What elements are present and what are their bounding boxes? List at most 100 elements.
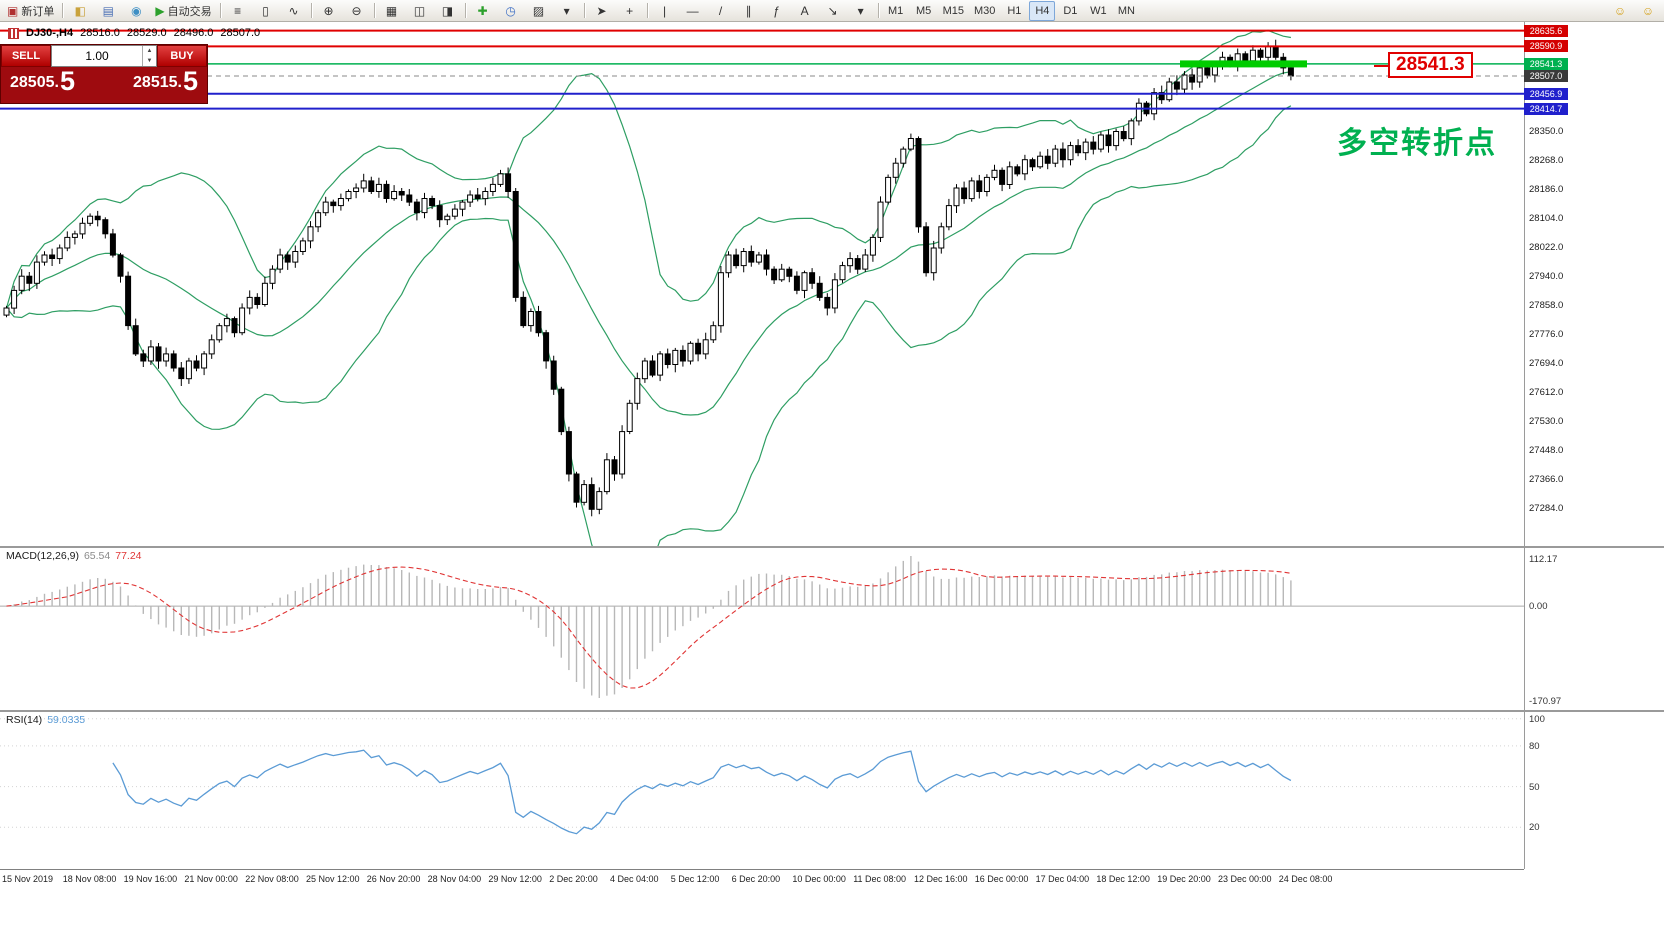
periods-icon[interactable]: ◷ bbox=[498, 1, 524, 21]
macd-chart bbox=[0, 556, 1524, 698]
arrows-icon[interactable]: ↘ bbox=[820, 1, 846, 21]
tf-h1-button[interactable]: H1 bbox=[1001, 1, 1027, 21]
toolbar-separator bbox=[464, 3, 466, 18]
high-value: 28529.0 bbox=[126, 27, 167, 39]
fibonacci-icon[interactable]: ƒ bbox=[764, 1, 790, 21]
candlestick-chart bbox=[0, 29, 1524, 546]
scale-label: 28104.0 bbox=[1529, 213, 1564, 225]
arrange-windows-icon[interactable]: ◨ bbox=[435, 1, 461, 21]
tf-m30-button-label: M30 bbox=[973, 4, 996, 17]
indicators-icon[interactable]: ✚ bbox=[470, 1, 496, 21]
volume-down-icon[interactable]: ▼ bbox=[146, 58, 153, 64]
tf-w1-button[interactable]: W1 bbox=[1085, 1, 1111, 21]
scale-label: 27366.0 bbox=[1529, 473, 1564, 485]
candle-chart-icon[interactable]: ▯ bbox=[253, 1, 279, 21]
vertical-line-icon[interactable]: | bbox=[652, 1, 678, 21]
new-order-button[interactable]: ▣ 新订单 bbox=[3, 1, 58, 21]
time-axis-label: 23 Dec 00:00 bbox=[1218, 874, 1272, 884]
rsi-scale-label: 50 bbox=[1529, 781, 1540, 793]
rsi-chart bbox=[0, 718, 1524, 835]
candle-chart-icon-glyph: ▯ bbox=[262, 3, 269, 18]
cursor-icon[interactable]: ➤ bbox=[589, 1, 615, 21]
tf-d1-button[interactable]: D1 bbox=[1057, 1, 1083, 21]
scale-label: 27530.0 bbox=[1529, 416, 1564, 427]
tf-mn-button-label: MN bbox=[1117, 4, 1135, 17]
tf-mn-button[interactable]: MN bbox=[1113, 1, 1139, 21]
new-order-glyph: ▣ bbox=[7, 3, 19, 18]
sell-button[interactable]: SELL bbox=[1, 45, 51, 67]
panel-divider[interactable] bbox=[0, 710, 1664, 712]
tile-windows-icon[interactable]: ▦ bbox=[379, 1, 405, 21]
time-axis-label: 18 Dec 12:00 bbox=[1096, 874, 1150, 884]
scale-label: 27776.0 bbox=[1529, 329, 1564, 341]
periods-icon-glyph: ◷ bbox=[505, 3, 516, 18]
text-icon[interactable]: A bbox=[792, 1, 818, 21]
macd-scale-label: -170.97 bbox=[1529, 696, 1562, 707]
tf-m5-button[interactable]: M5 bbox=[911, 1, 937, 21]
price-annotation-label[interactable]: 28541.3 bbox=[1374, 52, 1473, 78]
low-value: 28496.0 bbox=[173, 27, 214, 39]
refresh-icon[interactable]: ◉ bbox=[123, 1, 149, 21]
trendline-icon[interactable]: / bbox=[708, 1, 734, 21]
tf-h4-button[interactable]: H4 bbox=[1029, 0, 1056, 21]
time-axis-label: 19 Dec 20:00 bbox=[1157, 874, 1211, 884]
volume-up-icon[interactable]: ▲ bbox=[146, 48, 153, 54]
templates-icon[interactable]: ▨ bbox=[526, 1, 552, 21]
price-tag: 28507.0 bbox=[1524, 70, 1568, 83]
horizontal-line-icon[interactable]: — bbox=[680, 1, 706, 21]
main-chart-canvas[interactable] bbox=[0, 22, 1524, 546]
community-icon[interactable]: ☺ bbox=[1607, 1, 1633, 21]
scale-label: 27284.0 bbox=[1529, 502, 1564, 514]
templates-dropdown-icon-glyph: ▾ bbox=[563, 3, 570, 18]
time-axis[interactable]: 15 Nov 2019 18 Nov 08:00 19 Nov 16:00 21 No… bbox=[0, 869, 1524, 892]
time-axis-label: 19 Nov 16:00 bbox=[123, 874, 178, 884]
bollinger-lower-band bbox=[6, 105, 1292, 546]
tf-h4-button-label: H4 bbox=[1035, 4, 1050, 17]
tf-m15-button-label: M15 bbox=[942, 4, 964, 17]
turning-point-annotation[interactable]: 多空转折点 bbox=[1337, 127, 1497, 160]
line-chart-icon[interactable]: ∿ bbox=[281, 1, 307, 21]
tf-m30-button[interactable]: M30 bbox=[970, 1, 999, 21]
candles bbox=[3, 39, 1294, 517]
sell-price[interactable]: 28505. 5 bbox=[10, 68, 75, 95]
bollinger-upper-band bbox=[5, 29, 1292, 309]
zoom-out-icon[interactable]: ⊖ bbox=[344, 1, 370, 21]
volume-input[interactable] bbox=[52, 46, 142, 66]
community-search-icon[interactable]: ☺ bbox=[1635, 1, 1661, 21]
community-search-icon-glyph: ☺ bbox=[1641, 3, 1655, 18]
time-axis-label: 21 Nov 00:00 bbox=[184, 874, 238, 884]
tf-m15-button[interactable]: M15 bbox=[939, 1, 968, 21]
resistance-highlight[interactable] bbox=[1180, 60, 1307, 68]
tf-m1-button[interactable]: M1 bbox=[883, 1, 909, 21]
shapes-dropdown-icon[interactable]: ▾ bbox=[848, 1, 874, 21]
templates-dropdown-icon[interactable]: ▾ bbox=[554, 1, 580, 21]
time-axis-label: 15 Nov 2019 bbox=[2, 874, 54, 884]
chart-window-icon[interactable]: ◧ bbox=[67, 1, 93, 21]
toolbar-separator bbox=[62, 3, 64, 18]
community-icon-glyph: ☺ bbox=[1613, 3, 1627, 18]
rsi-panel[interactable]: RSI(14) 59.0335 bbox=[0, 712, 1524, 868]
profile-icon[interactable]: ▤ bbox=[95, 1, 121, 21]
buy-button[interactable]: BUY bbox=[157, 45, 207, 67]
price-scale[interactable]: 28350.0 28268.0 28186.0 28104.0 28022.0 27940… bbox=[1524, 22, 1664, 869]
cascade-windows-icon[interactable]: ◫ bbox=[407, 1, 433, 21]
macd-panel[interactable]: MACD(12,26,9) 65.54 77.24 bbox=[0, 548, 1524, 710]
bar-chart-icon[interactable]: ≡ bbox=[225, 1, 251, 21]
volume-spinner: ▲ ▼ bbox=[142, 46, 156, 66]
price-scale-separator bbox=[1524, 22, 1525, 869]
chart-icon bbox=[8, 27, 19, 39]
buy-price[interactable]: 28515. 5 bbox=[133, 68, 198, 95]
sell-price-main: 28505. bbox=[10, 74, 59, 91]
chart-ohlc-header: DJ30-,H4 28516.0 28529.0 28496.0 28507.0 bbox=[8, 27, 260, 39]
scale-label: 27940.0 bbox=[1529, 271, 1564, 283]
crosshair-icon[interactable]: + bbox=[617, 1, 643, 21]
auto-trading-button[interactable]: ▶ 自动交易 bbox=[151, 1, 215, 21]
panel-divider[interactable] bbox=[0, 546, 1664, 548]
open-value: 28516.0 bbox=[80, 27, 120, 39]
time-axis-label: 26 Nov 20:00 bbox=[366, 874, 421, 884]
channel-icon[interactable]: ∥ bbox=[736, 1, 762, 21]
refresh-icon-glyph: ◉ bbox=[131, 3, 142, 18]
zoom-in-icon[interactable]: ⊕ bbox=[316, 1, 342, 21]
arrows-icon-glyph: ↘ bbox=[827, 3, 838, 18]
scale-label: 28186.0 bbox=[1529, 184, 1564, 196]
